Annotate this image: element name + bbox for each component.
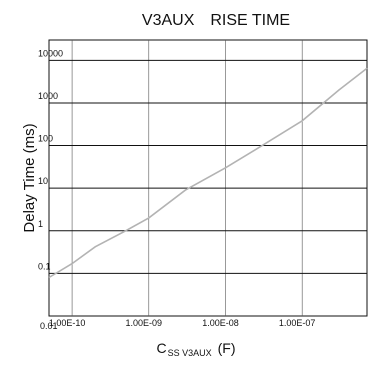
- plot-area: [48, 39, 368, 317]
- x-axis-label-sub: SS V3AUX: [168, 348, 212, 358]
- y-tick-label: 100: [38, 134, 53, 144]
- x-axis-label: CSS V3AUX (F): [156, 340, 235, 358]
- series-layer: [48, 67, 368, 279]
- y-axis-ticks: 0.01 0.1 1 10 100 1000 10000: [38, 48, 63, 331]
- x-tick-label: 1.00E-09: [126, 318, 163, 328]
- y-tick-label: 10: [38, 176, 48, 186]
- grid: [49, 40, 367, 316]
- y-tick-label: 10000: [38, 48, 63, 58]
- series-line: [48, 67, 368, 279]
- y-tick-label: 0.1: [38, 261, 51, 271]
- chart-title: V3AUX RISE TIME: [142, 12, 290, 29]
- x-tick-label: 1.00E-10: [49, 318, 86, 328]
- svg-text:CSS V3AUX(F): CSS V3AUX (F): [156, 340, 235, 358]
- x-tick-label: 1.00E-08: [202, 318, 239, 328]
- x-axis-ticks: 1.00E-10 1.00E-09 1.00E-08 1.00E-07: [49, 318, 316, 328]
- y-tick-label: 1: [38, 219, 43, 229]
- y-axis-label: Delay Time (ms): [21, 123, 38, 232]
- plot-frame: [48, 39, 368, 317]
- x-axis-label-main: C: [156, 340, 166, 356]
- y-tick-label: 1000: [38, 91, 58, 101]
- x-tick-label: 1.00E-07: [279, 318, 316, 328]
- y-tick-label: 0.01: [40, 321, 58, 331]
- x-axis-label-unit: (F): [218, 340, 236, 356]
